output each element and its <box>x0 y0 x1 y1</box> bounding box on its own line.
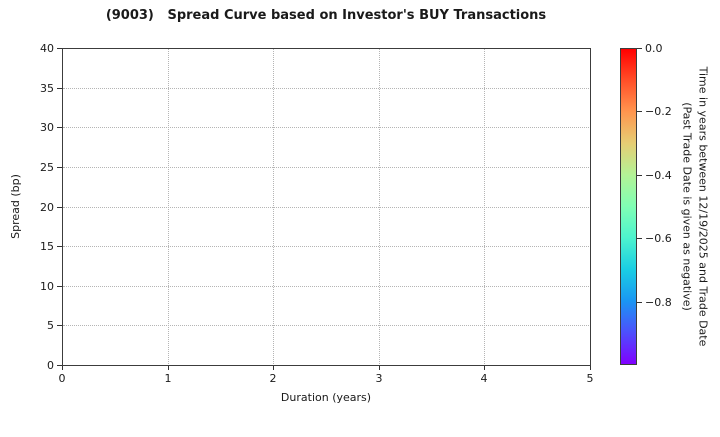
colorbar-tick-label: −0.4 <box>645 169 672 182</box>
y-tick-mark <box>57 286 62 287</box>
x-tick-mark <box>62 366 63 370</box>
h-gridline <box>63 325 589 326</box>
x-tick-label: 5 <box>586 372 594 385</box>
y-tick-label: 20 <box>40 201 54 214</box>
colorbar-tick-mark <box>637 48 642 49</box>
colorbar-tick-label: −0.2 <box>645 105 672 118</box>
v-gridline <box>273 49 274 364</box>
chart-title: (9003) Spread Curve based on Investor's … <box>105 8 547 23</box>
colorbar-tick-mark <box>637 302 642 303</box>
v-gridline <box>484 49 485 364</box>
y-tick-label: 25 <box>40 161 54 174</box>
x-tick-mark <box>168 366 169 370</box>
colorbar-tick-label: −0.6 <box>645 232 672 245</box>
y-tick-mark <box>57 48 62 49</box>
x-tick-label: 4 <box>480 372 488 385</box>
x-tick-label: 1 <box>164 372 172 385</box>
y-tick-label: 5 <box>47 319 54 332</box>
y-tick-label: 35 <box>40 82 54 95</box>
colorbar-label-line1: Time in years between 12/19/2025 and Tra… <box>696 66 710 347</box>
y-tick-mark <box>57 88 62 89</box>
y-tick-mark <box>57 207 62 208</box>
x-tick-label: 2 <box>269 372 277 385</box>
y-tick-label: 0 <box>47 359 54 372</box>
y-tick-label: 30 <box>40 121 54 134</box>
colorbar-label: Time in years between 12/19/2025 and Tra… <box>680 0 711 437</box>
colorbar-tick-mark <box>637 238 642 239</box>
y-tick-label: 10 <box>40 280 54 293</box>
x-tick-mark <box>379 366 380 370</box>
v-gridline <box>168 49 169 364</box>
colorbar-tick-label: 0.0 <box>645 42 663 55</box>
y-tick-label: 15 <box>40 240 54 253</box>
x-tick-label: 3 <box>375 372 383 385</box>
y-tick-mark <box>57 365 62 366</box>
x-tick-label: 0 <box>58 372 66 385</box>
h-gridline <box>63 286 589 287</box>
colorbar-gradient <box>620 48 637 365</box>
x-tick-mark <box>273 366 274 370</box>
y-tick-mark <box>57 167 62 168</box>
x-tick-mark <box>590 366 591 370</box>
spread-curve-figure: (9003) Spread Curve based on Investor's … <box>9 8 710 404</box>
y-tick-mark <box>57 127 62 128</box>
colorbar-tick-mark <box>637 175 642 176</box>
h-gridline <box>63 246 589 247</box>
h-gridline <box>63 207 589 208</box>
x-tick-mark <box>484 366 485 370</box>
y-tick-mark <box>57 246 62 247</box>
h-gridline <box>63 88 589 89</box>
y-tick-mark <box>57 325 62 326</box>
h-gridline <box>63 167 589 168</box>
colorbar-tick-mark <box>637 111 642 112</box>
colorbar-label-line2: (Past Trade Date is given as negative) <box>681 102 694 311</box>
v-gridline <box>379 49 380 364</box>
y-tick-label: 40 <box>40 42 54 55</box>
h-gridline <box>63 127 589 128</box>
x-axis-label: Duration (years) <box>280 391 372 404</box>
colorbar-tick-label: −0.8 <box>645 296 672 309</box>
